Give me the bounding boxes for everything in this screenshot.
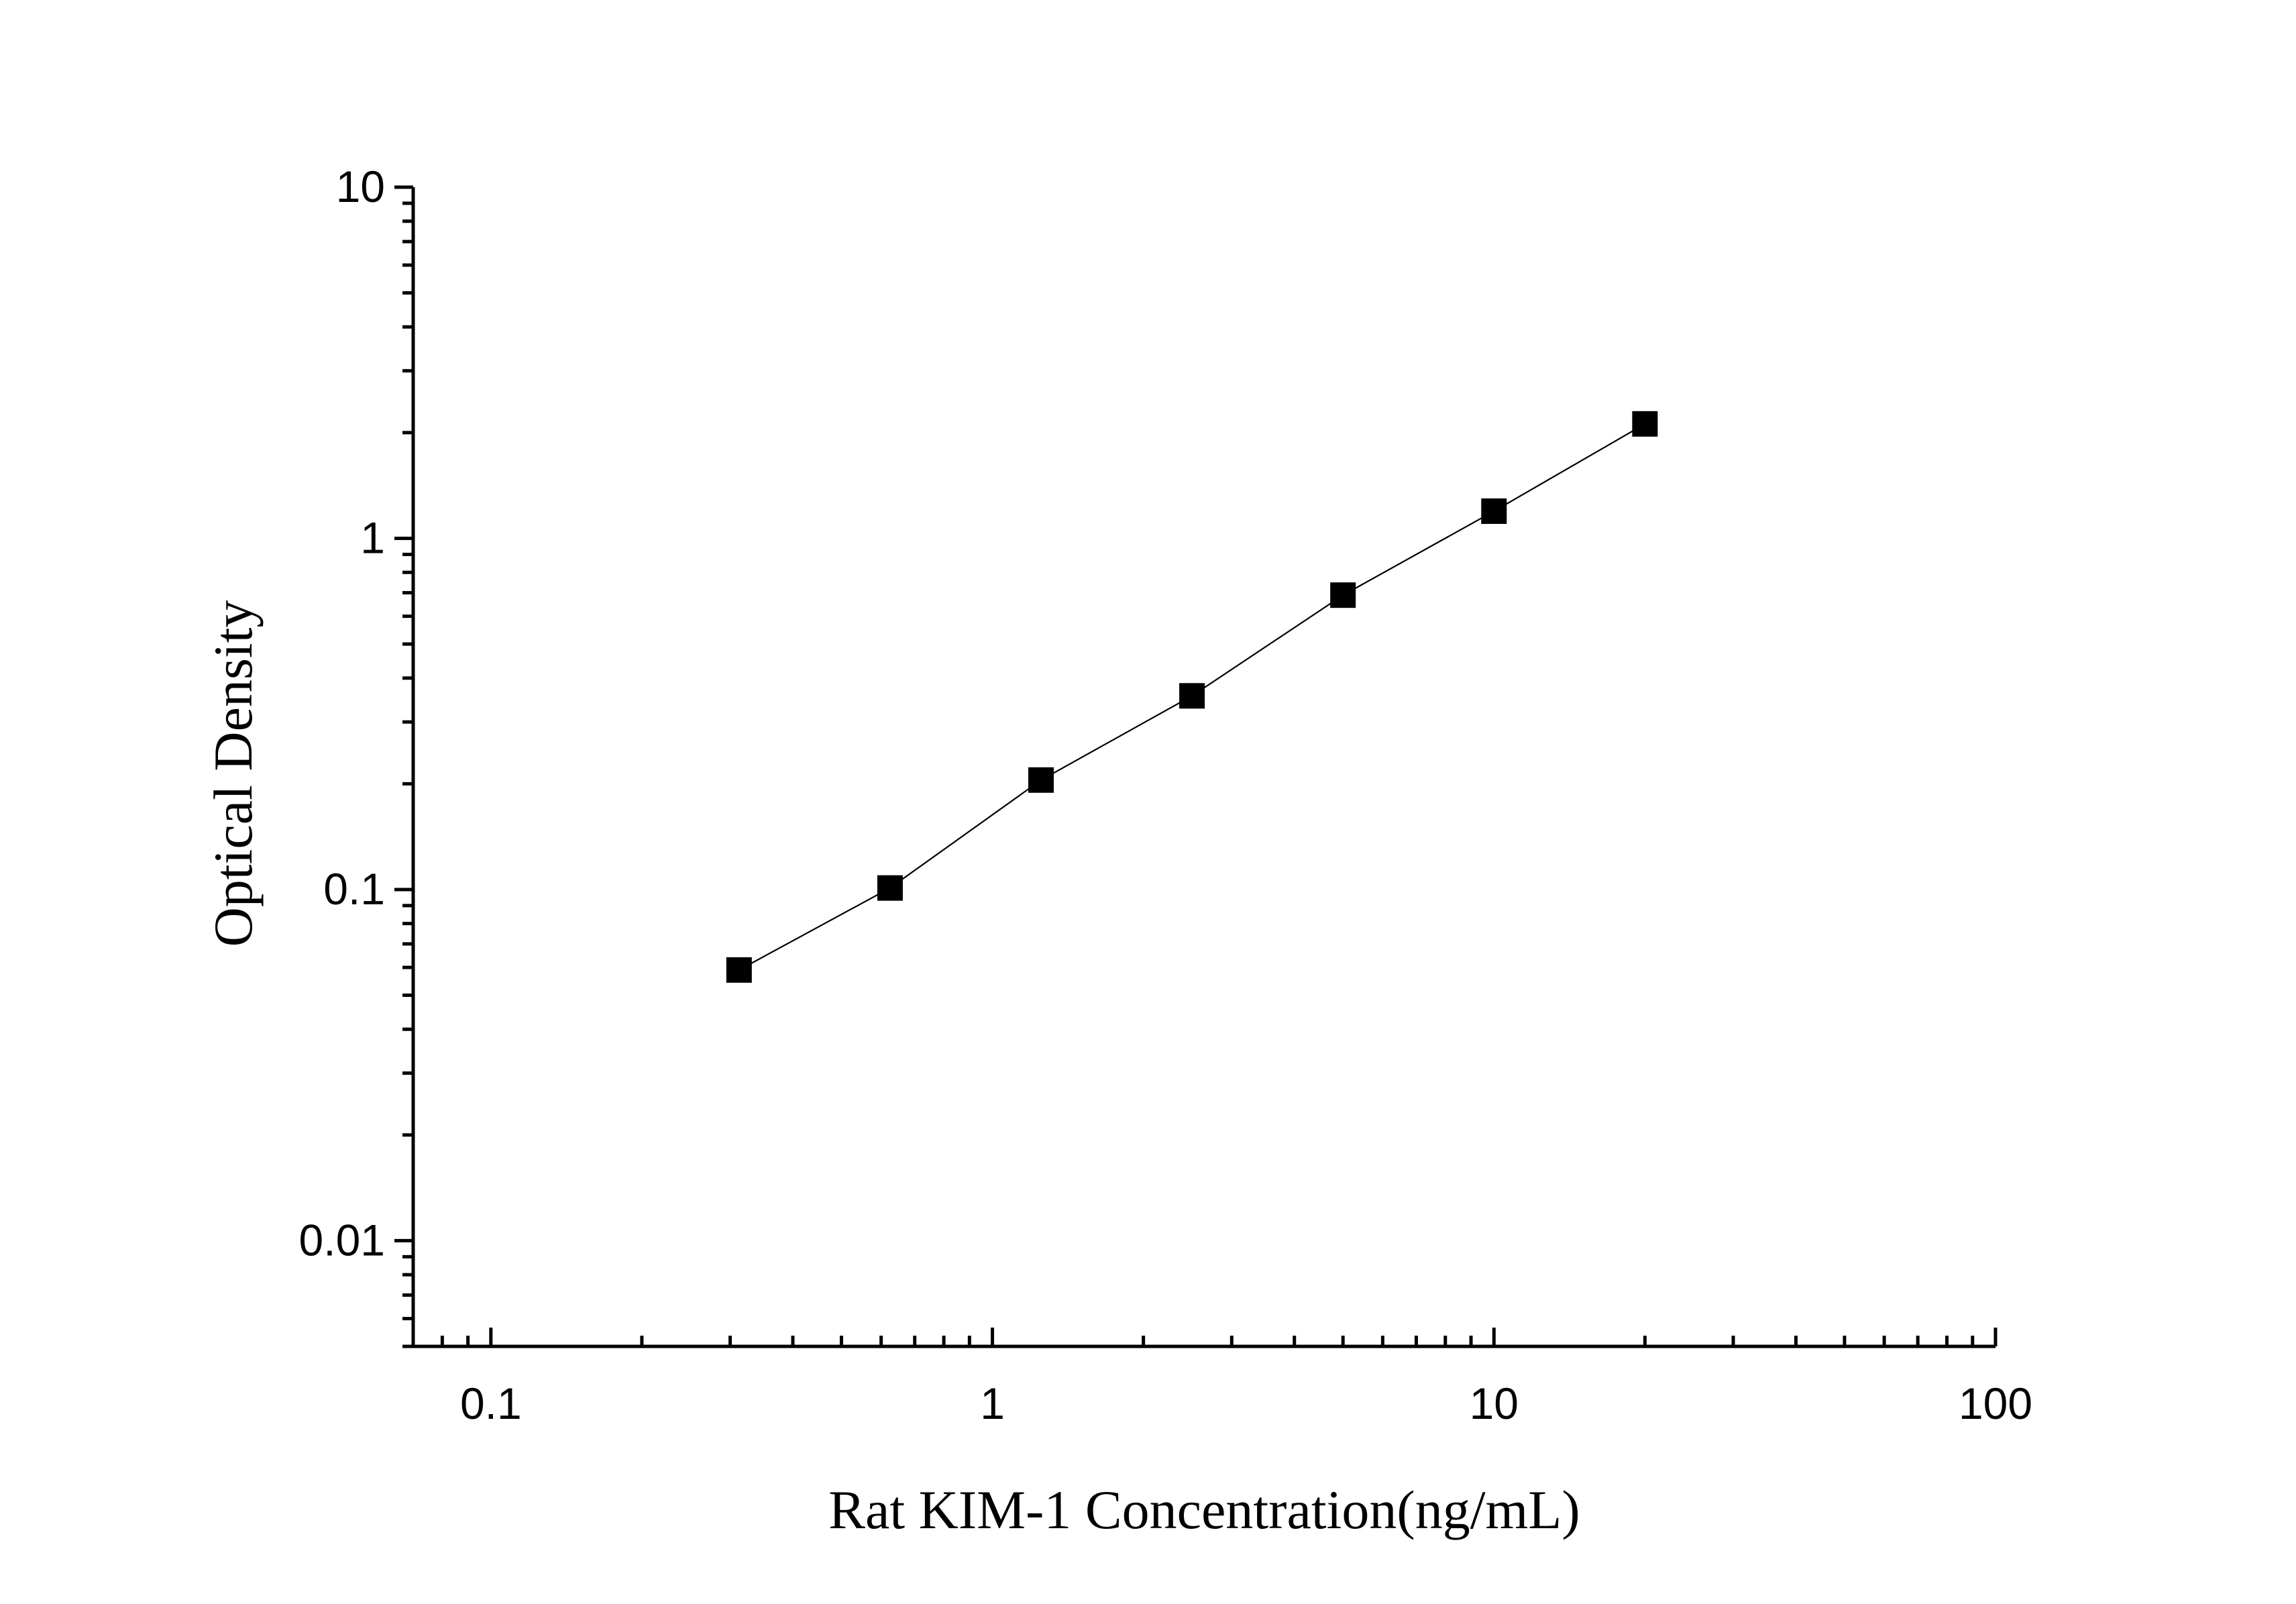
y-tick-label: 0.1 <box>323 864 385 914</box>
data-point <box>1028 767 1054 793</box>
data-point <box>1632 411 1658 437</box>
data-point <box>1330 582 1356 608</box>
x-tick-label: 100 <box>1959 1379 2032 1428</box>
data-point <box>1179 683 1205 709</box>
y-axis-ticks: 0.01 0.1 1 10 <box>299 162 413 1348</box>
x-tick-label: 0.1 <box>460 1379 522 1428</box>
x-axis-ticks: 0.1 1 10 100 <box>411 1328 2032 1428</box>
axes <box>411 187 1996 1348</box>
x-axis-title: Rat KIM-1 Concentration(ng/mL) <box>828 1479 1580 1540</box>
data-points <box>726 411 1658 983</box>
data-point <box>726 957 752 983</box>
data-point <box>1481 498 1507 524</box>
x-tick-label: 10 <box>1470 1379 1519 1428</box>
data-point <box>877 875 903 901</box>
y-tick-label: 1 <box>360 513 385 562</box>
x-tick-label: 1 <box>980 1379 1005 1428</box>
y-axis-title: Optical Density <box>203 600 264 947</box>
y-tick-label: 10 <box>336 162 385 211</box>
y-tick-label: 0.01 <box>299 1215 385 1265</box>
